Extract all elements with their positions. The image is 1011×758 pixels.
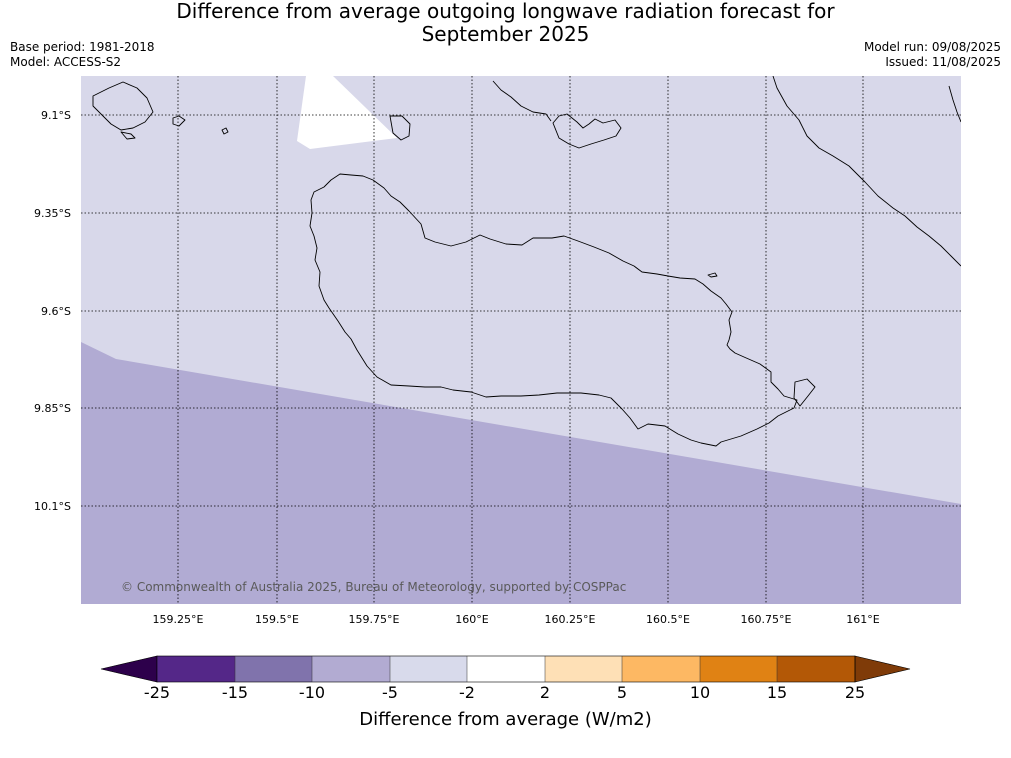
page-title: Difference from average outgoing longwav… <box>0 0 1011 46</box>
colorbar-tick: -2 <box>459 683 475 702</box>
colorbar-bin <box>777 656 855 682</box>
russell-islands <box>92 81 154 131</box>
gridlines <box>81 76 961 604</box>
colorbar-bin <box>235 656 312 682</box>
colorbar-bin <box>157 656 235 682</box>
metadata-left: Base period: 1981-2018 Model: ACCESS-S2 <box>10 40 155 70</box>
russell-islet-1 <box>120 131 136 140</box>
lat-label: 9.6°S <box>41 305 71 318</box>
model-text: Model: ACCESS-S2 <box>10 55 122 69</box>
lon-label: 160.75°E <box>740 613 792 626</box>
colorbar-tick: 2 <box>539 683 551 702</box>
colorbar-tick: 15 <box>766 683 788 702</box>
copyright-text: © Commonwealth of Australia 2025, Bureau… <box>121 580 627 594</box>
lon-label: 159.75°E <box>348 613 400 626</box>
colorbar-tick: -25 <box>143 683 171 702</box>
colorbar-bin <box>545 656 622 682</box>
colorbar-bin <box>390 656 467 682</box>
islet-sw <box>793 378 816 407</box>
north-island-coast <box>389 115 411 141</box>
lon-label: 160.5°E <box>646 613 690 626</box>
colorbar-tick: -10 <box>298 683 326 702</box>
colorbar-under-arrow <box>100 655 158 683</box>
russell-islet-2 <box>172 115 186 127</box>
malaita-coast <box>772 76 961 267</box>
colorbar-tick: -15 <box>221 683 249 702</box>
colorbar-svg <box>100 655 911 683</box>
title-line-1: Difference from average outgoing longwav… <box>176 0 835 23</box>
colorbar-bin <box>700 656 777 682</box>
lon-label: 160.25°E <box>544 613 596 626</box>
map-svg <box>81 76 961 604</box>
colorbar-bin <box>312 656 390 682</box>
malaita-east <box>948 85 961 123</box>
base-period-text: Base period: 1981-2018 <box>10 40 155 54</box>
metadata-right: Model run: 09/08/2025 Issued: 11/08/2025 <box>864 40 1001 70</box>
title-line-2: September 2025 <box>421 22 590 46</box>
colorbar-tick: 25 <box>844 683 866 702</box>
guadalcanal-coast <box>309 173 798 447</box>
islet-east <box>707 272 718 278</box>
lat-label: 9.35°S <box>34 207 71 220</box>
colorbar-bin <box>622 656 700 682</box>
colorbar-outline <box>156 655 856 683</box>
lon-label: 160°E <box>455 613 489 626</box>
colorbar-label: Difference from average (W/m2) <box>359 709 652 730</box>
nggela-west <box>492 80 552 122</box>
coastlines <box>92 76 961 447</box>
lon-label: 159.25°E <box>152 613 204 626</box>
map-panel <box>81 76 961 604</box>
lat-label: 10.1°S <box>34 500 71 513</box>
lat-label: 9.1°S <box>41 109 71 122</box>
model-run-text: Model run: 09/08/2025 <box>863 40 1001 54</box>
region-south <box>81 342 961 604</box>
colorbar-tick: 5 <box>616 683 628 702</box>
russell-islet-3 <box>221 127 229 135</box>
issued-text: Issued: 11/08/2025 <box>885 55 1001 69</box>
florida-islands-coast <box>552 113 622 149</box>
region-patch <box>297 76 397 149</box>
colorbar <box>0 650 1011 690</box>
lon-label: 161°E <box>846 613 880 626</box>
colorbar-over-arrow <box>854 655 911 683</box>
lon-label: 159.5°E <box>255 613 299 626</box>
lat-label: 9.85°S <box>34 402 71 415</box>
colorbar-tick: -5 <box>382 683 398 702</box>
colorbar-tick: 10 <box>689 683 711 702</box>
colorbar-bin <box>467 656 545 682</box>
